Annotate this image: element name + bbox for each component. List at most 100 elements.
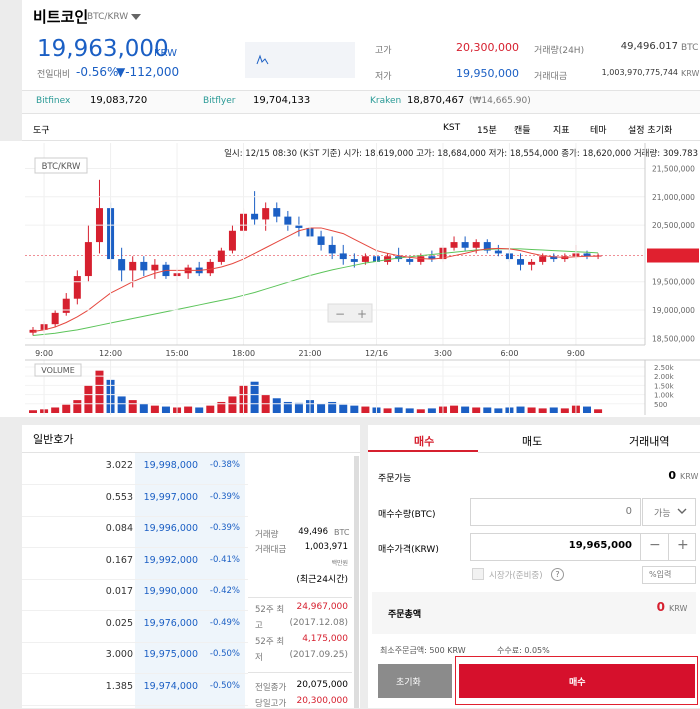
qty-input[interactable]	[470, 498, 641, 526]
volume-bar	[494, 408, 503, 413]
y-tick-label: 18,500,000	[652, 334, 695, 343]
order-pct[interactable]: -0.38%	[209, 460, 240, 470]
volume-bar	[161, 406, 170, 413]
order-qty[interactable]: 0.167	[105, 554, 133, 566]
qty-option-text[interactable]: 가능	[654, 509, 671, 519]
y-tick-label: 19,000,000	[652, 306, 695, 315]
exchange-name: Kraken	[370, 96, 402, 106]
volume-bar	[527, 407, 536, 413]
summary-value: 49,496	[298, 527, 328, 537]
tool-button[interactable]: KST	[443, 123, 461, 133]
order-qty[interactable]: 0.553	[105, 491, 133, 503]
reset-button[interactable]	[378, 664, 452, 698]
summary-label: 거래량	[255, 530, 279, 540]
summary-value: 24,967,000	[296, 602, 348, 612]
y-tick-label: 19,500,000	[652, 278, 695, 287]
divider	[22, 90, 700, 91]
x-tick-label: 12/16	[365, 349, 388, 358]
order-qty[interactable]: 3.000	[105, 649, 133, 660]
dropdown-icon[interactable]	[131, 14, 141, 20]
tool-button[interactable]: 지표	[553, 126, 570, 136]
zoom-out[interactable]: −	[335, 307, 345, 321]
order-qty[interactable]: 0.025	[105, 617, 133, 629]
tool-button[interactable]: 테마	[590, 126, 607, 136]
summary-label: 당일고가	[255, 699, 287, 709]
tab-active[interactable]: 매수	[414, 435, 435, 448]
percent-select[interactable]	[642, 566, 696, 584]
help-icon[interactable]: ?	[551, 568, 564, 581]
form-label: 주문총액	[388, 610, 422, 620]
volume-bar	[73, 400, 82, 413]
summary-unit: BTC	[334, 528, 350, 537]
volume-bar	[195, 407, 204, 413]
volume-bar	[350, 405, 359, 413]
legend: BTC/KRW	[42, 162, 81, 172]
minus-button[interactable]	[640, 533, 669, 561]
order-pct[interactable]: -0.50%	[209, 680, 240, 691]
qty-option[interactable]	[642, 498, 696, 526]
plus-text[interactable]: +	[677, 537, 689, 553]
divider	[478, 452, 700, 453]
submit-button[interactable]	[459, 664, 695, 698]
pair[interactable]: BTC/KRW	[87, 12, 129, 22]
order-price[interactable]: 19,974,000	[143, 680, 198, 692]
minus-text[interactable]: −	[649, 537, 661, 553]
tool-button[interactable]: 캔들	[514, 126, 531, 136]
reset-text[interactable]: 초기화	[396, 678, 421, 688]
form-label: 매수수량(BTC)	[378, 510, 436, 520]
y-tick-label: 1.00k	[654, 392, 675, 400]
order-price[interactable]: 19,997,000	[143, 491, 198, 503]
y-tick-label: 2.00k	[654, 373, 675, 381]
x-tick-label: 12:00	[99, 349, 122, 358]
volume-bar	[228, 396, 237, 413]
note: 수수료: 0.05%	[497, 646, 550, 655]
chart-bg	[22, 141, 700, 417]
order-qty[interactable]: 0.017	[105, 586, 133, 597]
row-divider	[22, 610, 248, 611]
volume-bar	[594, 409, 603, 413]
legend-box	[34, 157, 88, 174]
zoom-in[interactable]: +	[357, 307, 367, 321]
order-price[interactable]: 19,976,000	[143, 617, 198, 629]
order-price[interactable]: 19,975,000	[143, 649, 198, 660]
tab[interactable]: 거래내역	[629, 435, 670, 448]
tool-button[interactable]: 15분	[477, 126, 497, 136]
price-input[interactable]	[470, 533, 641, 561]
stat-value: 19,950,000	[456, 67, 519, 80]
order-pct[interactable]: -0.39%	[209, 491, 240, 502]
tab[interactable]: 매도	[522, 435, 543, 448]
summary-value: 1,003,971	[304, 542, 348, 552]
order-pct[interactable]: -0.50%	[209, 649, 240, 659]
order-qty[interactable]: 3.022	[105, 460, 133, 471]
submit-text[interactable]: 매수	[569, 678, 586, 688]
order-price[interactable]: 19,998,000	[143, 460, 198, 471]
checkbox[interactable]	[472, 568, 484, 580]
total: 0	[656, 600, 665, 614]
stat-label: 저가	[375, 72, 392, 82]
order-pct[interactable]: -0.42%	[209, 586, 240, 596]
order-qty[interactable]: 0.084	[105, 523, 133, 534]
order-pct[interactable]: -0.41%	[209, 554, 240, 565]
price-value: 19,965,000	[568, 540, 632, 551]
order-qty[interactable]: 1.385	[105, 680, 133, 692]
tool-button[interactable]: 설정 초기화	[628, 126, 673, 136]
tool-button[interactable]: 도구	[33, 126, 50, 136]
divider	[22, 452, 360, 453]
last-price-tag	[647, 248, 699, 263]
order-price[interactable]: 19,996,000	[143, 523, 198, 534]
percent-text[interactable]: %입력	[649, 570, 672, 579]
volume-bar	[538, 408, 547, 413]
submit-outline	[455, 656, 698, 705]
order-price[interactable]: 19,992,000	[143, 554, 198, 566]
form-label: 주문가능	[378, 474, 412, 484]
summary-unit: 백만원	[331, 560, 348, 567]
order-price[interactable]: 19,990,000	[143, 586, 198, 597]
order-pct[interactable]: -0.39%	[209, 523, 240, 533]
scrollbar[interactable]	[354, 456, 359, 708]
volume-bar	[339, 404, 348, 413]
order-pct[interactable]: -0.49%	[209, 617, 240, 628]
plus-button[interactable]	[668, 533, 696, 561]
y-tick-label: 1.50k	[654, 382, 675, 390]
volume-bar	[206, 405, 215, 413]
zoom-control[interactable]	[327, 303, 373, 323]
